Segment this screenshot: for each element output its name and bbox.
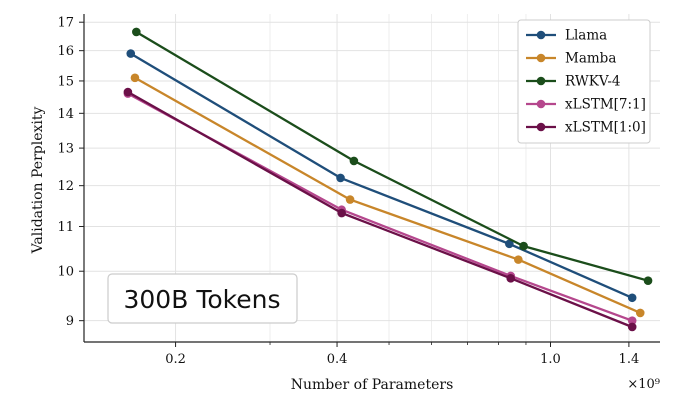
legend-label-rwkv-4: RWKV-4	[565, 74, 621, 90]
data-point-mamba	[130, 73, 140, 83]
legend-marker-llama	[536, 30, 546, 40]
data-point-rwkv-4	[349, 156, 359, 166]
annotation-box	[107, 273, 298, 324]
y-tick-label: 9	[66, 314, 74, 329]
legend-box	[517, 19, 651, 144]
y-tick-label: 16	[57, 44, 74, 59]
legend-label-llama: Llama	[565, 28, 607, 44]
data-point-llama	[336, 173, 345, 183]
axes: 0.2 0.4 1.0 1.4 9 10 11 12 13 14 15 16 17	[57, 14, 660, 367]
legend-label-xlstm-1-0: xLSTM[1:0]	[565, 120, 646, 136]
y-tick-label: 17	[57, 16, 74, 31]
data-point-xlstm-1-0	[123, 87, 133, 97]
data-point-xlstm-1-0	[506, 274, 516, 283]
data-point-mamba	[345, 195, 355, 204]
legend-label-xlstm-7-1: xLSTM[7:1]	[565, 97, 646, 113]
legend-label-mamba: Mamba	[565, 51, 616, 67]
legend: Llama Mamba RWKV-4 xLSTM[7:1] xLSTM[1:0]	[517, 19, 651, 144]
series-layer	[123, 27, 653, 332]
y-tick-label: 10	[57, 265, 74, 280]
y-tick-label: 15	[57, 74, 74, 89]
x-tick-label: 1.0	[540, 352, 561, 367]
x-tick-label: 0.4	[327, 352, 348, 367]
x-tick-label: 1.4	[619, 352, 640, 367]
data-point-mamba	[635, 308, 645, 318]
data-point-xlstm-1-0	[627, 322, 637, 332]
data-point-rwkv-4	[643, 276, 653, 286]
y-tick-label: 11	[57, 220, 74, 235]
series-line-xlstm-1-0	[126, 90, 634, 329]
data-point-rwkv-4	[519, 241, 528, 251]
data-point-mamba	[514, 255, 523, 264]
y-tick-label: 13	[57, 142, 74, 157]
annotation-text: 300B Tokens	[124, 285, 281, 314]
legend-marker-rwkv-4	[536, 76, 546, 86]
series-line-mamba	[133, 76, 642, 315]
series-line-llama	[129, 52, 634, 299]
data-point-llama	[126, 49, 136, 58]
annotation-layer: 300B Tokens	[107, 273, 298, 324]
y-tick-label: 14	[57, 107, 74, 122]
data-point-xlstm-7-1	[627, 316, 637, 325]
data-point-xlstm-1-0	[337, 208, 346, 218]
x-axis-label: Number of Parameters	[291, 377, 454, 393]
series-line-rwkv-4	[135, 30, 650, 282]
data-point-rwkv-4	[132, 27, 141, 37]
data-point-llama	[627, 293, 637, 303]
legend-marker-xlstm-1-0	[536, 122, 546, 132]
x-tick-label: 0.2	[165, 352, 186, 367]
x-multiplier-label: ×10⁹	[627, 377, 660, 392]
legend-marker-xlstm-7-1	[536, 99, 546, 109]
y-axis-label: Validation Perplexity	[30, 106, 46, 254]
y-tick-label: 12	[57, 179, 74, 194]
legend-marker-mamba	[536, 53, 546, 63]
data-point-llama	[505, 239, 514, 249]
